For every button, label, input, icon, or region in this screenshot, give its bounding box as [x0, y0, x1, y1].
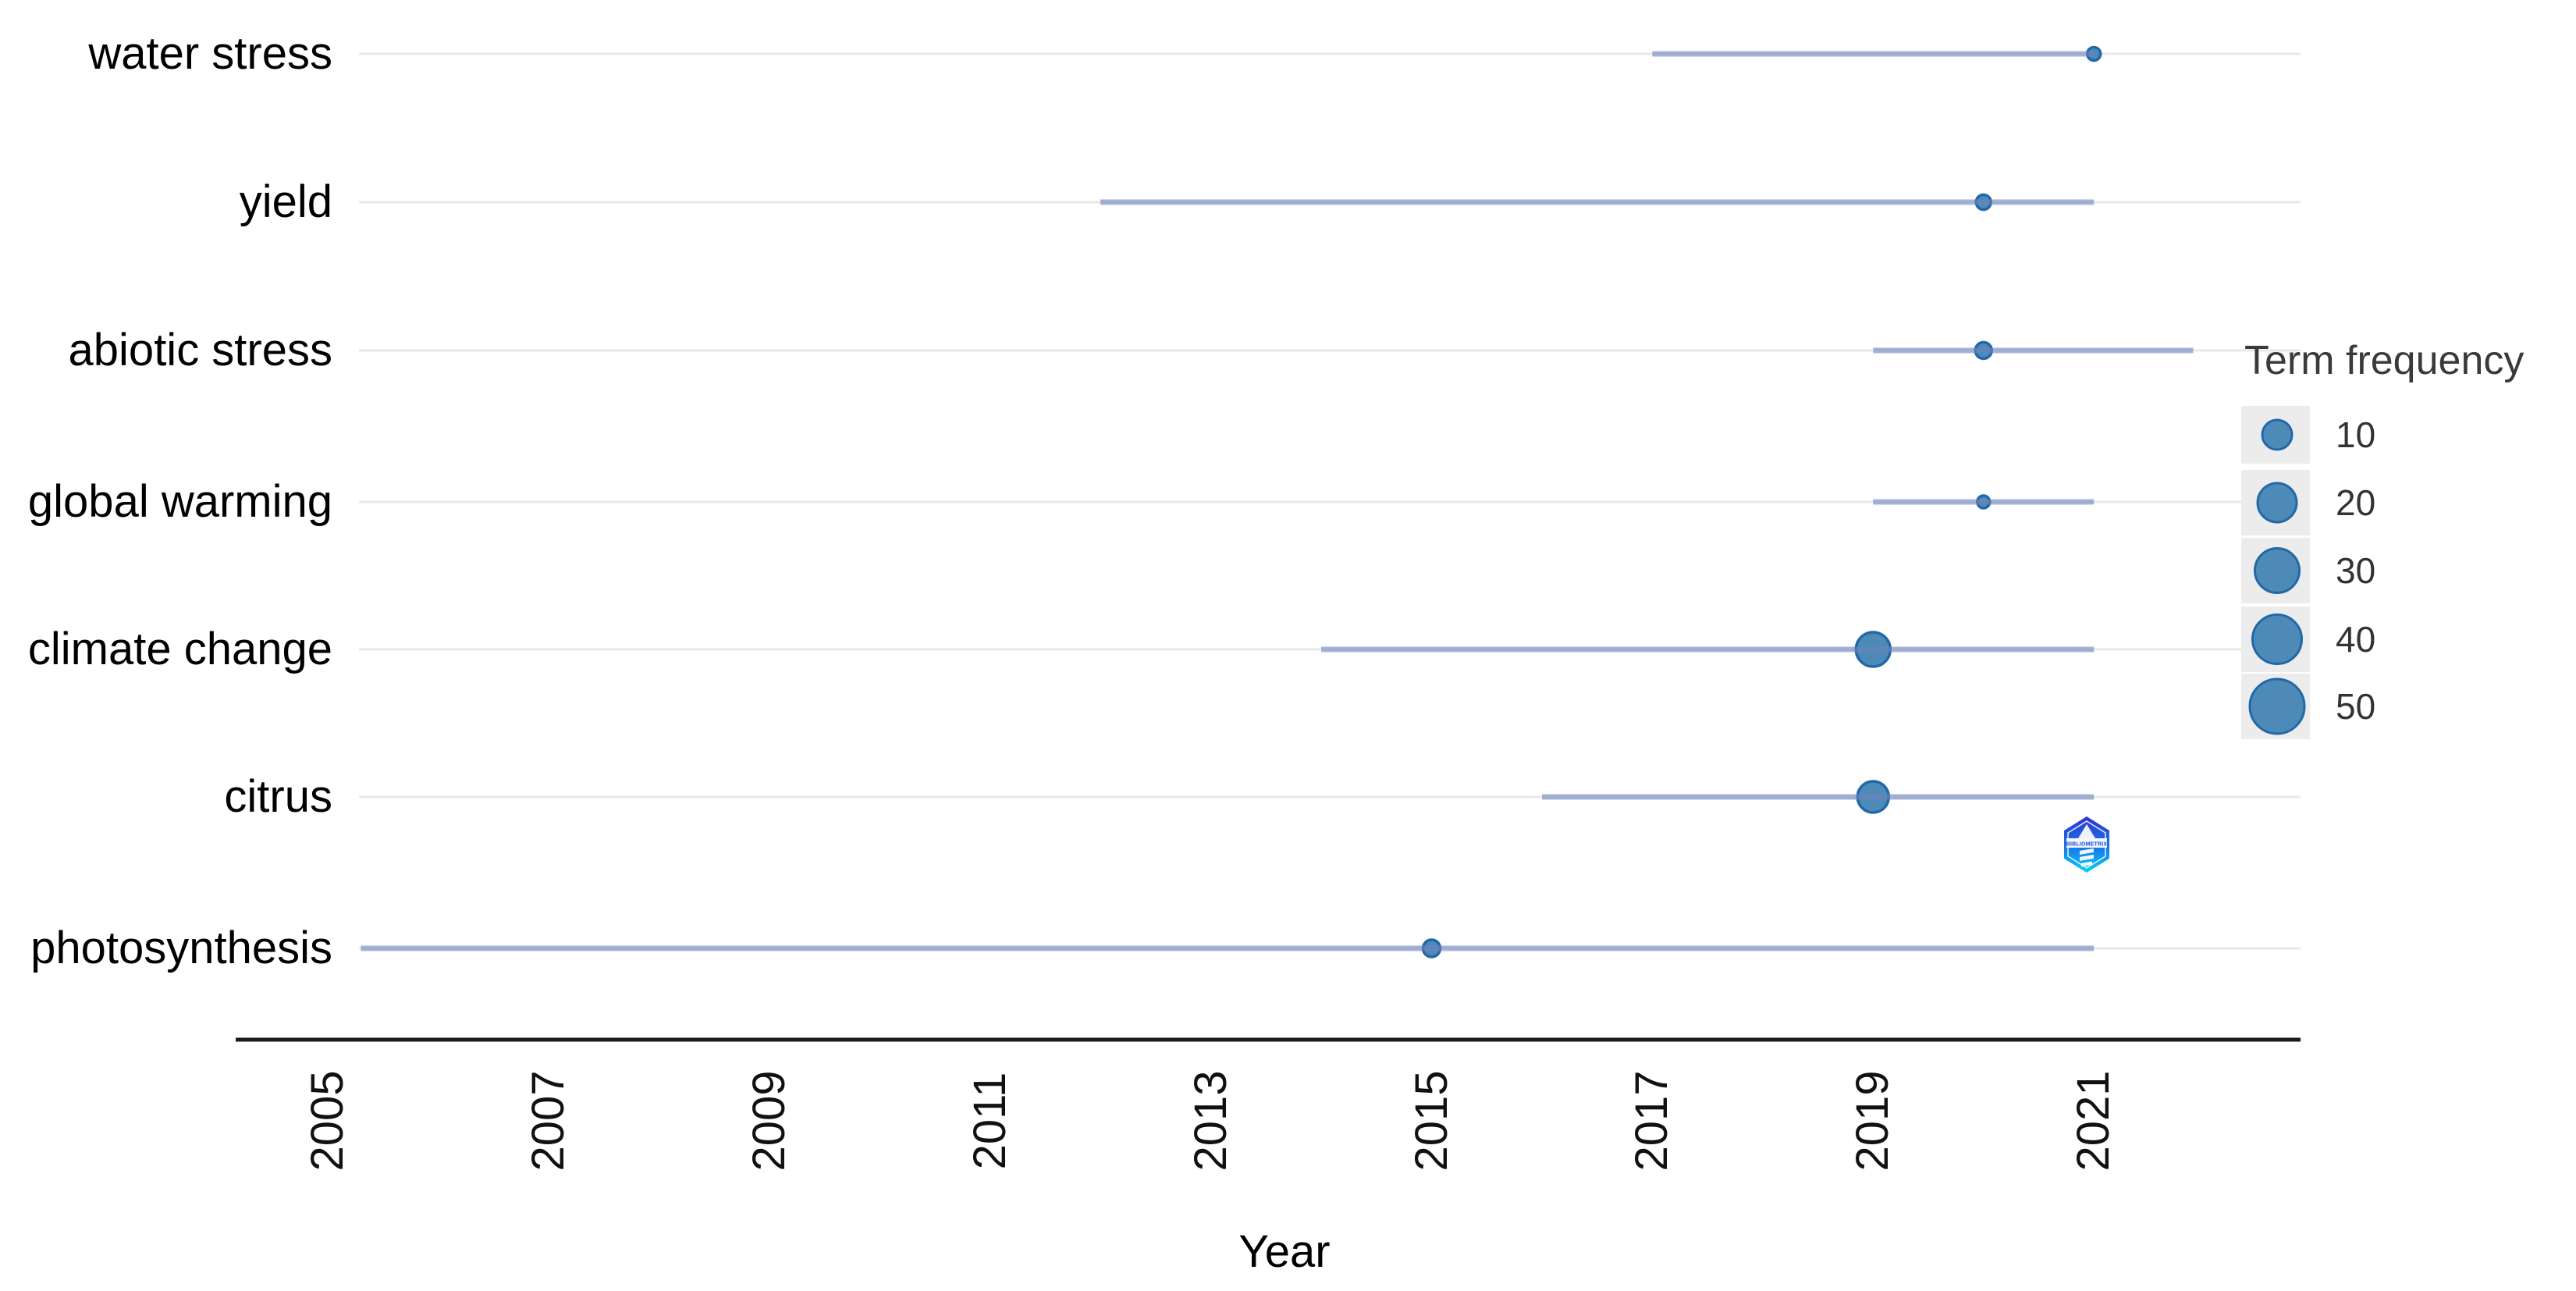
x-tick-label: 2017: [1626, 1070, 1678, 1172]
x-tick-label: 2013: [1185, 1070, 1236, 1172]
legend-size-bubble: [2254, 547, 2301, 594]
term-label: global warming: [27, 476, 332, 527]
x-tick-label: 2007: [522, 1070, 574, 1172]
watermark-lighthouse-roof: [2078, 824, 2095, 838]
term-label: yield: [239, 176, 332, 227]
watermark-text-band: [2066, 838, 2107, 848]
x-tick-label: 2005: [302, 1070, 353, 1172]
bibliometrix-watermark-logo: BIBLIOMETRIX: [2064, 816, 2109, 873]
legend-size-bubble: [2256, 482, 2298, 524]
legend-title: Term frequency: [2244, 338, 2524, 383]
legend-value-label: 40: [2336, 619, 2375, 660]
x-tick-label: 2019: [1847, 1070, 1899, 1172]
legend-size-bubble: [2251, 613, 2303, 665]
term-label: citrus: [224, 771, 332, 822]
legend-value-label: 20: [2336, 482, 2375, 523]
term-label: abiotic stress: [68, 325, 332, 375]
x-tick-label: 2009: [743, 1070, 794, 1172]
term-label: photosynthesis: [30, 923, 332, 973]
x-tick-label: 2021: [2068, 1070, 2119, 1172]
term-label: climate change: [27, 624, 332, 674]
watermark-book-stack: [2080, 848, 2094, 867]
term-label: water stress: [88, 28, 332, 79]
legend-value-label: 30: [2336, 550, 2375, 591]
x-axis-title: Year: [1238, 1226, 1331, 1277]
legend-size-bubble: [2261, 418, 2294, 451]
legend-value-label: 10: [2336, 414, 2375, 455]
x-tick-label: 2011: [964, 1072, 1015, 1170]
legend-size-bubble: [2248, 678, 2306, 735]
x-tick-label: 2015: [1405, 1070, 1457, 1172]
watermark-inner-hexagon: [2067, 820, 2106, 869]
watermark-label: BIBLIOMETRIX: [2066, 842, 2108, 848]
legend-value-label: 50: [2336, 686, 2375, 727]
